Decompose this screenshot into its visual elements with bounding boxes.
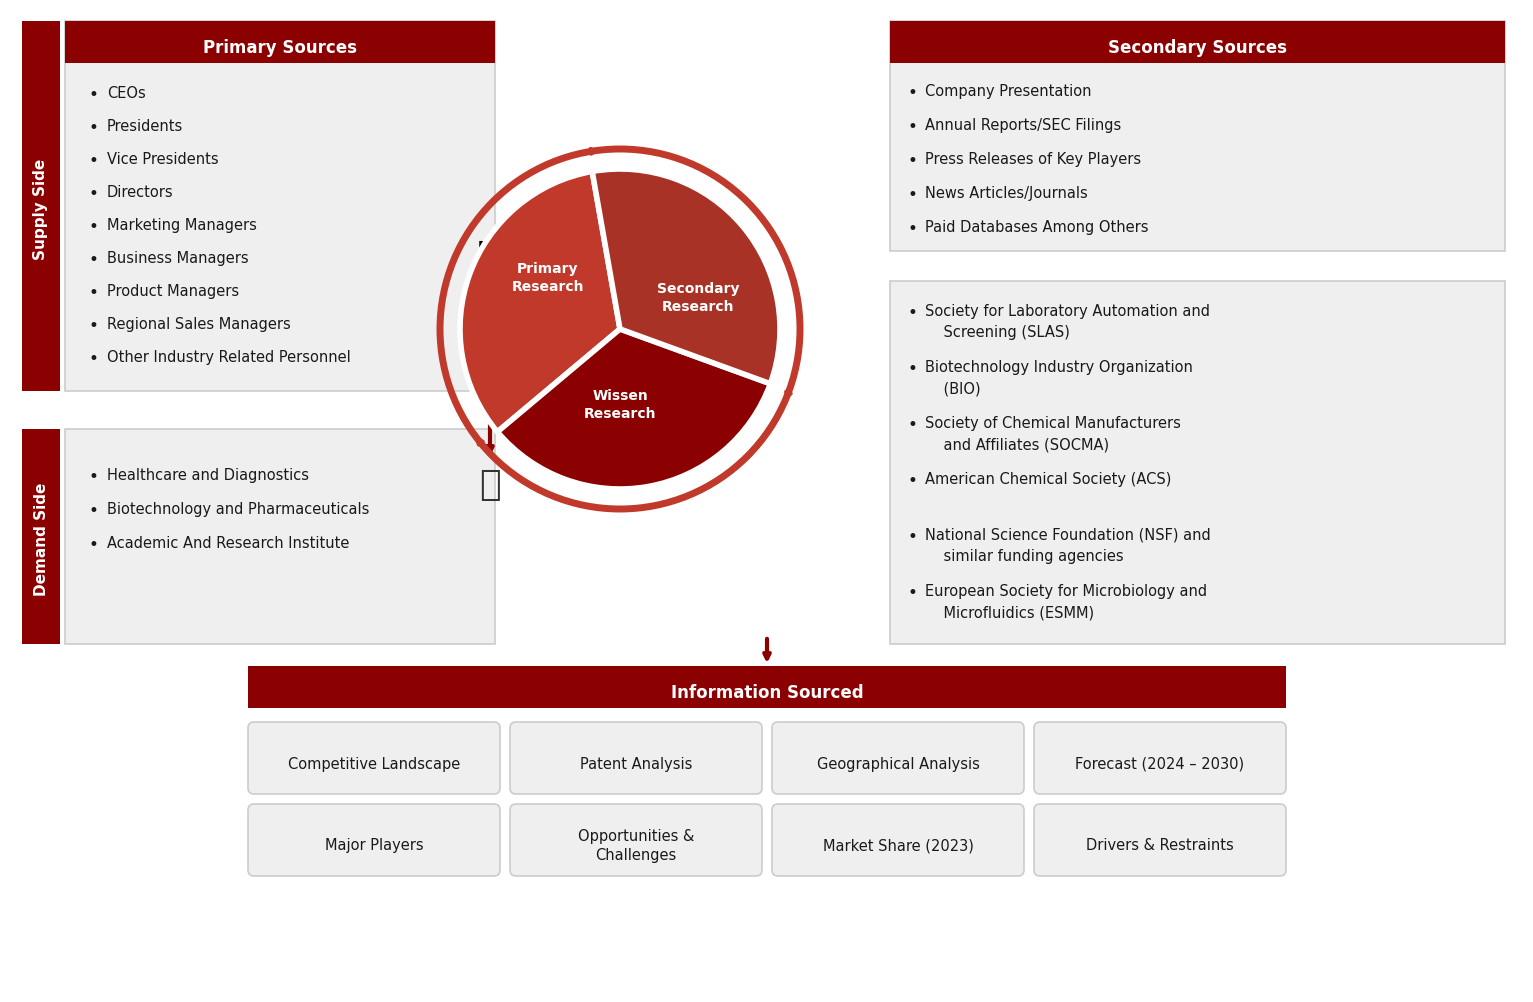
Wedge shape: [592, 169, 780, 385]
FancyBboxPatch shape: [510, 805, 762, 876]
Text: Secondary Sources: Secondary Sources: [1108, 39, 1288, 57]
Text: Company Presentation: Company Presentation: [924, 84, 1091, 99]
Text: •: •: [87, 501, 98, 519]
Text: Forecast (2024 – 2030): Forecast (2024 – 2030): [1076, 756, 1245, 771]
Text: Market Share (2023): Market Share (2023): [823, 838, 973, 853]
Bar: [891, 22, 1505, 252]
Bar: [248, 666, 1286, 708]
Text: Wissen
Research: Wissen Research: [584, 389, 656, 421]
Text: Vice Presidents: Vice Presidents: [107, 152, 219, 167]
Text: •: •: [87, 284, 98, 302]
Text: 🚰: 🚰: [477, 238, 503, 282]
Text: •: •: [908, 360, 917, 378]
Text: •: •: [87, 152, 98, 169]
Bar: [64, 430, 495, 644]
Text: Biotechnology and Pharmaceuticals: Biotechnology and Pharmaceuticals: [107, 501, 369, 516]
Text: •: •: [87, 119, 98, 137]
Bar: [21, 22, 60, 392]
Text: Information Sourced: Information Sourced: [671, 683, 863, 701]
Text: •: •: [87, 317, 98, 335]
Text: •: •: [908, 118, 917, 136]
Bar: [891, 22, 1505, 64]
FancyBboxPatch shape: [248, 722, 500, 795]
FancyBboxPatch shape: [248, 805, 500, 876]
Text: •: •: [87, 217, 98, 235]
Text: European Society for Microbiology and
    Microfluidics (ESMM): European Society for Microbiology and Mi…: [924, 583, 1206, 619]
Bar: [21, 430, 60, 644]
Text: Paid Databases Among Others: Paid Databases Among Others: [924, 219, 1148, 234]
Text: Demand Side: Demand Side: [34, 482, 49, 595]
Text: Other Industry Related Personnel: Other Industry Related Personnel: [107, 350, 351, 365]
Text: •: •: [908, 219, 917, 237]
Text: •: •: [908, 152, 917, 169]
Text: •: •: [87, 184, 98, 202]
Text: Marketing Managers: Marketing Managers: [107, 217, 258, 232]
Bar: [64, 22, 495, 392]
Text: National Science Foundation (NSF) and
    similar funding agencies: National Science Foundation (NSF) and si…: [924, 527, 1211, 563]
Text: CEOs: CEOs: [107, 86, 146, 101]
Text: •: •: [908, 472, 917, 490]
Text: Major Players: Major Players: [325, 838, 423, 853]
Text: American Chemical Society (ACS): American Chemical Society (ACS): [924, 472, 1171, 487]
Text: •: •: [87, 86, 98, 104]
Text: Drivers & Restraints: Drivers & Restraints: [1085, 838, 1234, 853]
Text: •: •: [87, 468, 98, 486]
Wedge shape: [497, 330, 771, 490]
Text: Academic And Research Institute: Academic And Research Institute: [107, 535, 350, 550]
Text: Society for Laboratory Automation and
    Screening (SLAS): Society for Laboratory Automation and Sc…: [924, 304, 1210, 340]
Text: Competitive Landscape: Competitive Landscape: [288, 756, 460, 771]
Text: •: •: [908, 185, 917, 203]
Text: Society of Chemical Manufacturers
    and Affiliates (SOCMA): Society of Chemical Manufacturers and Af…: [924, 416, 1180, 452]
FancyBboxPatch shape: [773, 805, 1024, 876]
Text: •: •: [908, 527, 917, 545]
Bar: [891, 282, 1505, 644]
Text: Primary
Research: Primary Research: [512, 262, 584, 294]
Text: •: •: [908, 304, 917, 322]
Text: •: •: [908, 583, 917, 601]
FancyBboxPatch shape: [510, 722, 762, 795]
Text: Opportunities &
Challenges: Opportunities & Challenges: [578, 828, 694, 863]
FancyBboxPatch shape: [773, 722, 1024, 795]
Text: •: •: [87, 535, 98, 553]
Bar: [64, 22, 495, 64]
Text: Biotechnology Industry Organization
    (BIO): Biotechnology Industry Organization (BIO…: [924, 360, 1193, 396]
Text: Healthcare and Diagnostics: Healthcare and Diagnostics: [107, 468, 310, 483]
FancyBboxPatch shape: [1033, 722, 1286, 795]
Text: Presidents: Presidents: [107, 119, 184, 134]
Text: Product Managers: Product Managers: [107, 284, 239, 299]
Text: Geographical Analysis: Geographical Analysis: [817, 756, 980, 771]
Text: Press Releases of Key Players: Press Releases of Key Players: [924, 152, 1141, 167]
Text: Regional Sales Managers: Regional Sales Managers: [107, 317, 291, 332]
Text: Patent Analysis: Patent Analysis: [579, 756, 693, 771]
Text: News Articles/Journals: News Articles/Journals: [924, 185, 1088, 200]
Text: Supply Side: Supply Side: [34, 158, 49, 260]
Text: •: •: [87, 250, 98, 269]
Text: Directors: Directors: [107, 184, 173, 199]
Wedge shape: [460, 172, 619, 433]
Text: Annual Reports/SEC Filings: Annual Reports/SEC Filings: [924, 118, 1121, 133]
Text: •: •: [87, 350, 98, 368]
Text: Business Managers: Business Managers: [107, 250, 248, 266]
Text: •: •: [908, 416, 917, 434]
Text: Primary Sources: Primary Sources: [202, 39, 357, 57]
Text: •: •: [908, 84, 917, 102]
Text: Secondary
Research: Secondary Research: [656, 282, 739, 314]
FancyBboxPatch shape: [1033, 805, 1286, 876]
Text: ✋: ✋: [480, 468, 501, 501]
